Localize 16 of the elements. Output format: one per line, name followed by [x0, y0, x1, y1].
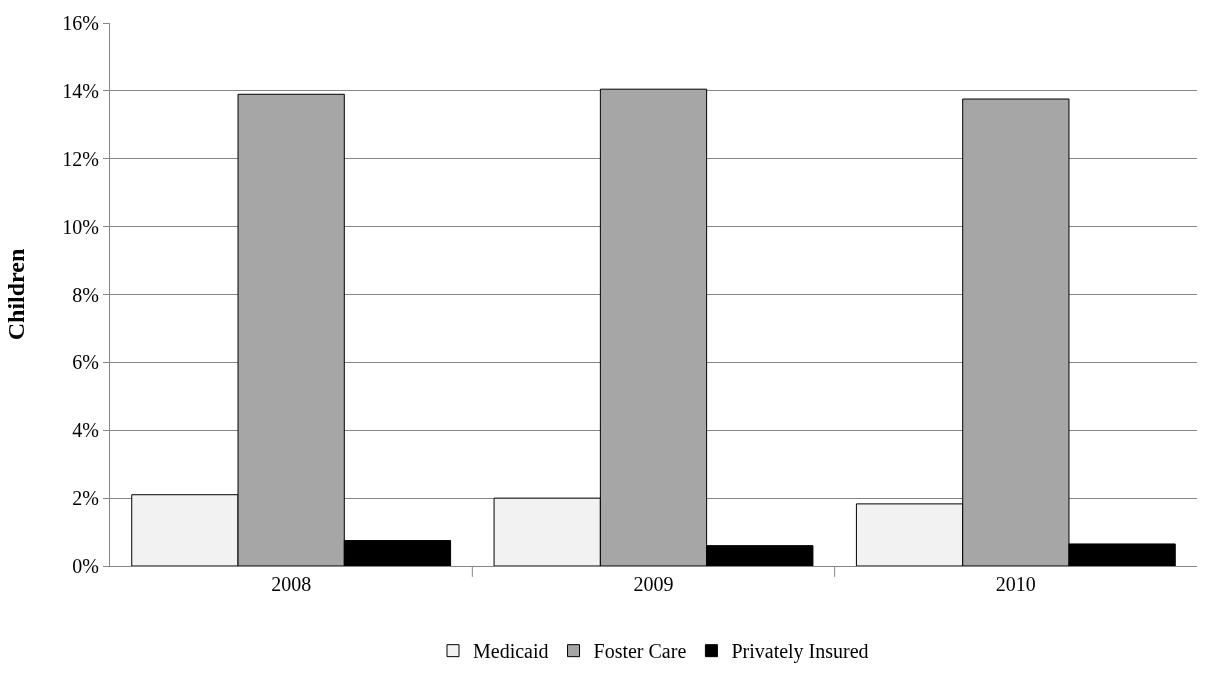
x-tick-label: 2008 — [271, 573, 312, 595]
x-tick-label: 2010 — [995, 573, 1036, 595]
y-tick-label: 0% — [72, 555, 99, 577]
legend-label: Medicaid — [473, 640, 549, 663]
y-tick-label: 6% — [72, 351, 99, 374]
y-axis-title: Children — [3, 248, 30, 341]
y-tick-label: 4% — [72, 419, 99, 442]
y-tick-label: 8% — [72, 283, 99, 306]
legend-label: Foster Care — [593, 640, 687, 663]
y-tick-label: 16% — [62, 12, 99, 34]
y-tick-label: 12% — [62, 147, 99, 170]
y-tick-label: 14% — [62, 79, 99, 102]
y-tick-label: 10% — [62, 215, 99, 238]
y-tick-label: 2% — [72, 487, 99, 510]
legend-label: Privately Insured — [731, 640, 869, 664]
x-tick-label: 2009 — [633, 573, 674, 595]
